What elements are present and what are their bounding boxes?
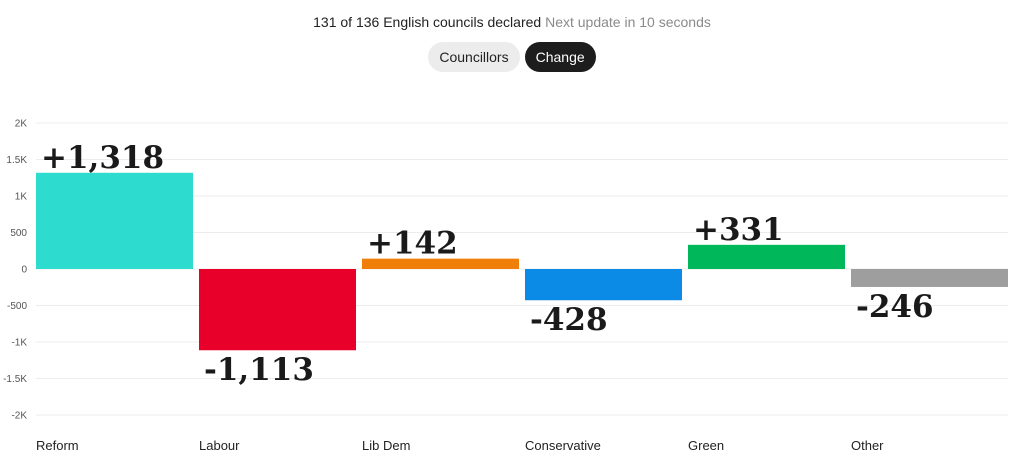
next-update-text: Next update in 10 seconds [545, 14, 711, 30]
y-tick-label: -500 [7, 301, 27, 312]
y-tick-label: -1.5K [3, 374, 27, 385]
change-bar-chart: 2K 1.5K 1K 500 0 -500 -1K -1.5K -2K +1,318 Reform -… [3, 119, 1008, 453]
y-tick-label: 0 [21, 265, 27, 276]
councillors-toggle-button[interactable]: Councillors [428, 42, 520, 72]
bar-value-label: +1,318 [41, 140, 164, 176]
view-toggle: Councillors Change [0, 42, 1024, 72]
y-tick-label: -1K [11, 338, 27, 349]
bar [525, 269, 682, 301]
bar-value-label: -428 [530, 302, 608, 338]
bar-value-label: +142 [367, 226, 458, 262]
y-tick-label: 2K [15, 119, 28, 130]
category-label: Reform [36, 438, 79, 453]
y-tick-label: -2K [11, 411, 27, 422]
category-label: Lib Dem [362, 438, 410, 453]
y-tick-label: 1K [15, 192, 28, 203]
category-label: Green [688, 438, 724, 453]
declaration-status: 131 of 136 English councils declared Nex… [0, 12, 1024, 32]
category-label: Conservative [525, 438, 601, 453]
y-tick-label: 500 [10, 228, 27, 239]
bar [36, 172, 193, 269]
bar-value-label: +331 [693, 212, 784, 248]
bar [199, 269, 356, 351]
bar-value-label: -1,113 [204, 352, 314, 388]
bar-value-label: -246 [856, 289, 934, 325]
category-label: Labour [199, 438, 240, 453]
bar [688, 244, 845, 269]
category-label: Other [851, 438, 884, 453]
bar [851, 269, 1008, 287]
change-toggle-button[interactable]: Change [524, 42, 596, 72]
councils-declared-text: 131 of 136 English councils declared [313, 14, 542, 30]
bar [362, 258, 519, 269]
y-tick-label: 1.5K [6, 155, 27, 166]
